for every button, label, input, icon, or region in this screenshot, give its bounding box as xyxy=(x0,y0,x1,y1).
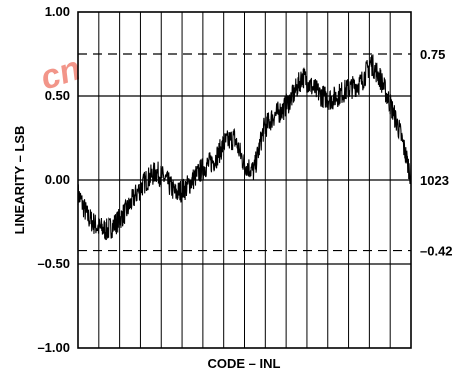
y-tick-label: 0.00 xyxy=(45,172,70,187)
reference-line-label: –0.42 xyxy=(420,244,453,259)
x-axis-label: CODE – INL xyxy=(208,356,281,371)
inl-trace xyxy=(77,54,412,241)
y-tick-label: 1.00 xyxy=(45,4,70,19)
y-tick-label: –0.50 xyxy=(37,256,70,271)
y-tick-label: –1.00 xyxy=(37,340,70,355)
reference-lines xyxy=(78,53,411,252)
right-annotation-label: 1023 xyxy=(420,173,449,188)
right-annotations: 0.75 –0.42 1023 xyxy=(420,47,453,259)
y-tick-labels: 1.00 0.50 0.00 –0.50 –1.00 xyxy=(37,4,70,355)
y-axis-label: LINEARITY – LSB xyxy=(12,126,27,235)
y-tick-label: 0.50 xyxy=(45,88,70,103)
reference-line-label: 0.75 xyxy=(420,47,445,62)
